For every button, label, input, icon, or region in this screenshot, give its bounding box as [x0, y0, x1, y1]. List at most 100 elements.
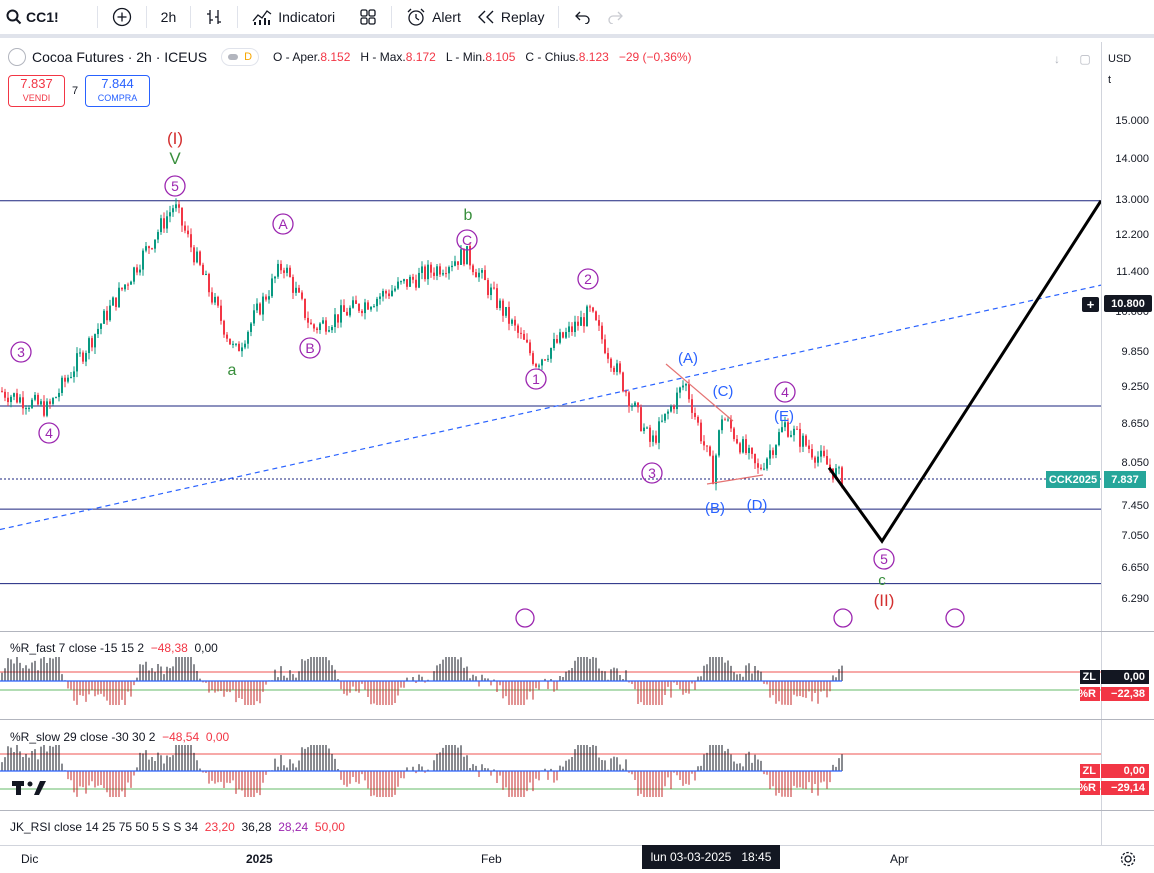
price-axis[interactable] [1101, 42, 1154, 845]
wave-label-5-top: 5 [171, 178, 179, 194]
indicators-button[interactable]: Indicatori [244, 0, 343, 34]
alert-button[interactable]: Alert [398, 0, 469, 34]
download-icon[interactable]: ↓ [1054, 52, 1060, 66]
candle-body [484, 270, 486, 281]
candle-body [229, 338, 231, 345]
candle-body [601, 325, 603, 340]
candle-body [307, 317, 309, 323]
candle-body [127, 284, 129, 286]
triangle-lower-line [706, 474, 764, 485]
redo-button[interactable] [599, 0, 633, 34]
candle-body [628, 392, 630, 407]
wave-label-3-left-circle [10, 341, 32, 363]
candle-body [202, 264, 204, 275]
buy-button[interactable]: 7.844 COMPRA [85, 75, 150, 107]
symbol-name: CC1! [26, 9, 59, 25]
candle-body [73, 371, 75, 377]
crosshair-date: lun 03-03-2025 [650, 850, 732, 864]
candle-body [88, 338, 90, 354]
data-badge[interactable]: D [221, 48, 260, 66]
candle-body [337, 314, 339, 323]
candle-body [208, 274, 210, 293]
crosshair-time-label: lun 03-03-2025 18:45 [642, 845, 780, 869]
redo-icon [607, 10, 625, 24]
candle-body [148, 246, 150, 249]
chart-type-button[interactable] [197, 0, 231, 34]
tradingview-logo-icon[interactable] [12, 778, 46, 803]
candle-body [37, 394, 39, 405]
pane-divider[interactable] [0, 810, 1154, 811]
slow-name: %R_slow 29 close -30 30 2 [10, 730, 156, 744]
indicator-slow-title[interactable]: %R_slow 29 close -30 30 2 −48,54 0,00 [10, 730, 229, 744]
sell-button[interactable]: 7.837 VENDI [8, 75, 65, 107]
divider [145, 6, 147, 28]
currency-select[interactable]: USD [1104, 49, 1148, 69]
candle-body [379, 296, 381, 299]
candle-body [793, 428, 795, 436]
indicator-rsi-title[interactable]: JK_RSI close 14 25 75 50 5 S S 34 23,20 … [10, 820, 345, 834]
unit-select[interactable]: t [1104, 74, 1111, 86]
candle-body [763, 468, 765, 470]
candle-body [322, 320, 324, 324]
symbol-search[interactable]: CC1! [0, 0, 67, 34]
wave-label-5-target: 5 [880, 551, 888, 567]
time-axis[interactable]: Dic 2025 Feb Apr [0, 845, 1154, 873]
candle-body [94, 334, 96, 348]
divider [96, 6, 98, 28]
interval-button[interactable]: 2h [153, 0, 185, 34]
wave-label-A-circle [272, 213, 294, 235]
compare-button[interactable] [104, 0, 140, 34]
candle-body [385, 290, 387, 294]
last-price-tag: 7.837 [1104, 471, 1146, 488]
candle-body [421, 266, 423, 273]
replay-button[interactable]: Replay [469, 0, 553, 34]
candle-body [16, 393, 18, 403]
candle-body [589, 306, 591, 308]
candle-body [409, 276, 411, 287]
pane-divider[interactable] [0, 719, 1154, 720]
candle-body [28, 407, 30, 409]
candle-body [580, 317, 582, 326]
pane-divider[interactable] [0, 631, 1154, 632]
candle-body [103, 310, 105, 324]
candle-body [715, 455, 717, 485]
price-tick-label: 8.650 [1121, 417, 1149, 430]
candle-body [175, 204, 177, 209]
settings-gear-icon[interactable] [1120, 851, 1136, 870]
candle-body [610, 358, 612, 368]
candle-body [535, 363, 537, 367]
candle-body [154, 239, 156, 249]
candle-body [46, 401, 48, 416]
candle-body [193, 247, 195, 263]
candle-body [487, 280, 489, 296]
symbol-logo-icon [8, 48, 26, 66]
candle-body [151, 248, 153, 250]
add-plus-icon[interactable]: + [1082, 297, 1099, 312]
open-label: O - Aper. [273, 50, 321, 64]
candle-body [277, 263, 279, 277]
candle-body [67, 377, 69, 382]
candle-body [646, 427, 648, 429]
candle-body [217, 296, 219, 306]
maximize-icon[interactable]: ▢ [1079, 52, 1091, 66]
candle-body [241, 347, 243, 352]
candle-body [469, 245, 471, 266]
candle-body [283, 270, 285, 273]
sell-price: 7.837 [20, 76, 53, 91]
status-dot-icon [228, 54, 239, 60]
candle-body [565, 332, 567, 338]
close-value: 8.123 [578, 50, 609, 64]
buy-label: COMPRA [97, 93, 138, 103]
candle-body [760, 467, 762, 469]
candle-body [295, 287, 297, 293]
layouts-button[interactable] [351, 0, 385, 34]
candle-body [826, 456, 828, 465]
candle-body [7, 397, 9, 403]
price-chart[interactable]: (I)V 5 3 4 a A BbC 2 1 3 (A) (C) 4 (E) (B) (D) 5 c (II) [0, 42, 1101, 845]
wave-label-a: a [228, 362, 237, 379]
slow-r-value: −29,14 [1101, 781, 1149, 795]
indicator-fast-title[interactable]: %R_fast 7 close -15 15 2 −48,38 0,00 [10, 641, 218, 655]
candle-body [622, 372, 624, 392]
candle-body [820, 450, 822, 457]
undo-button[interactable] [565, 0, 599, 34]
